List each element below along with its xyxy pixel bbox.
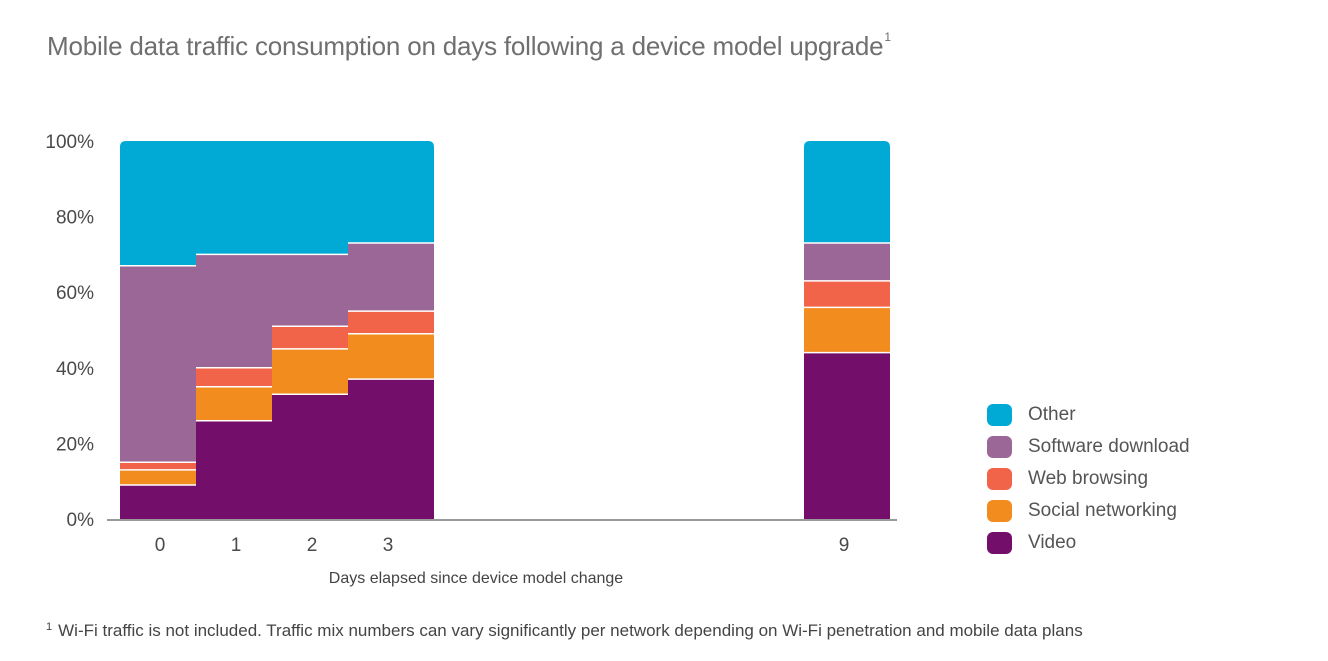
y-tick-label: 0% <box>67 510 95 531</box>
bar-segment <box>348 333 434 380</box>
bar-segment <box>196 141 282 255</box>
footnote-marker: 1 <box>46 621 53 633</box>
bar-segment <box>196 420 282 519</box>
y-tick-label: 60% <box>56 283 94 304</box>
legend-label: Social networking <box>1028 500 1177 521</box>
legend-label: Video <box>1028 532 1077 553</box>
legend-label: Software download <box>1028 436 1190 457</box>
bar-segment <box>272 326 358 349</box>
bar-segment <box>120 484 206 519</box>
y-tick-label: 40% <box>56 359 94 380</box>
footnote-marker: 1 <box>884 30 891 44</box>
legend-label: Web browsing <box>1028 468 1149 489</box>
legend-item: Software download <box>987 431 1190 463</box>
bar-segment <box>120 141 206 266</box>
legend-swatch <box>987 500 1012 522</box>
x-tick-label: 1 <box>231 535 242 556</box>
chart-title: Mobile data traffic consumption on days … <box>47 30 891 61</box>
bar-segment <box>196 386 282 421</box>
bar-segment <box>272 394 358 519</box>
legend-swatch <box>987 468 1012 490</box>
bar-segment <box>196 367 282 387</box>
legend-swatch <box>987 436 1012 458</box>
y-tick-label: 20% <box>56 434 94 455</box>
chart-legend: Other Software download Web browsing Social… <box>987 399 1190 559</box>
bar-segment <box>120 265 206 463</box>
footnote: 1 Wi-Fi traffic is not included. Traffic … <box>46 621 1083 640</box>
bar-segment <box>272 348 358 395</box>
bar-segment <box>804 307 890 353</box>
x-tick-label: 0 <box>155 535 166 556</box>
bar-segment <box>120 462 206 470</box>
legend-item: Social networking <box>987 495 1190 527</box>
bar-segment <box>348 311 434 334</box>
bar-segment <box>272 141 358 255</box>
legend-swatch <box>987 404 1012 426</box>
x-tick-label: 3 <box>383 535 394 556</box>
bar-segment <box>804 280 890 308</box>
bar-segment <box>348 243 434 312</box>
x-tick-label: 2 <box>307 535 318 556</box>
y-tick-label: 100% <box>45 132 94 153</box>
x-axis-title: Days elapsed since device model change <box>329 570 624 587</box>
legend-item: Video <box>987 527 1190 559</box>
legend-item: Web browsing <box>987 463 1190 495</box>
bar-segment <box>804 352 890 519</box>
bar-segment <box>348 379 434 519</box>
bar-segment <box>196 254 282 368</box>
bar-segment <box>120 469 206 485</box>
bar-segment <box>348 141 434 244</box>
legend-swatch <box>987 532 1012 554</box>
bar-segment <box>804 141 890 244</box>
legend-label: Other <box>1028 404 1076 425</box>
legend-item: Other <box>987 399 1190 431</box>
x-tick-label: 9 <box>839 535 850 556</box>
y-tick-label: 80% <box>56 208 94 229</box>
bar-segment <box>272 254 358 327</box>
bar-segment <box>804 243 890 281</box>
